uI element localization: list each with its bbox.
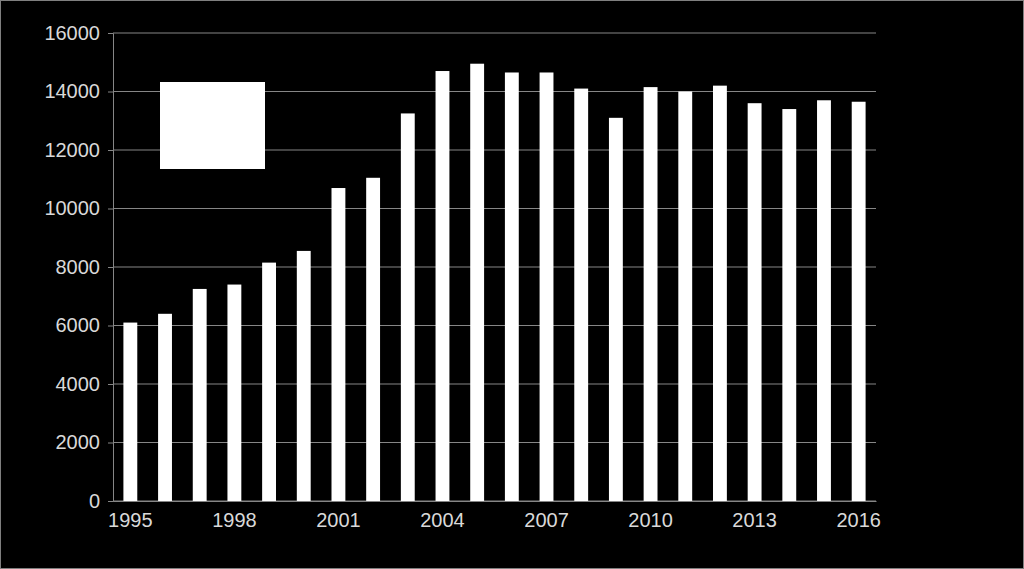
- y-tick-label: 14000: [44, 80, 100, 102]
- bar: [470, 64, 484, 501]
- y-tick-label: 8000: [56, 256, 101, 278]
- y-tick-mark: [108, 443, 113, 444]
- bar: [401, 113, 415, 501]
- bar: [158, 314, 172, 501]
- y-tick-label: 2000: [56, 431, 101, 453]
- y-axis: 0 2000 4000 6000 8000 10000 12000 14000 16000: [44, 22, 113, 512]
- y-tick: 12000: [44, 139, 113, 161]
- y-tick-mark: [108, 150, 113, 151]
- bar: [609, 118, 623, 501]
- chart: 0 2000 4000 6000 8000 10000 12000 14000 16000 199…: [0, 0, 1024, 569]
- y-tick-label: 4000: [56, 373, 101, 395]
- bar: [782, 109, 796, 501]
- grid: [113, 33, 876, 501]
- bars: [123, 64, 865, 501]
- y-tick: 16000: [44, 22, 113, 44]
- bar: [713, 86, 727, 501]
- bar: [262, 263, 276, 501]
- bar: [123, 323, 137, 501]
- bar: [817, 100, 831, 501]
- x-tick-label: 2010: [628, 509, 673, 531]
- bar: [574, 89, 588, 501]
- x-tick: 2004: [420, 509, 465, 531]
- bar: [297, 251, 311, 501]
- y-tick-mark: [108, 92, 113, 93]
- y-tick-mark: [108, 209, 113, 210]
- bar: [227, 285, 241, 501]
- y-tick: 4000: [56, 373, 114, 395]
- x-tick-label: 2007: [524, 509, 569, 531]
- x-tick-label: 2016: [836, 509, 881, 531]
- bar: [678, 92, 692, 502]
- y-tick: 2000: [56, 431, 114, 453]
- bar: [748, 103, 762, 501]
- y-tick-label: 10000: [44, 197, 100, 219]
- y-tick: 14000: [44, 80, 113, 102]
- grid-line: [113, 33, 876, 34]
- y-tick: 6000: [56, 314, 114, 336]
- blank-box: [160, 82, 265, 169]
- x-tick: 2007: [524, 509, 569, 531]
- y-tick-mark: [108, 384, 113, 385]
- x-tick-label: 2004: [420, 509, 465, 531]
- background: [1, 1, 1024, 569]
- y-axis-line: [108, 34, 114, 502]
- plot: 0 2000 4000 6000 8000 10000 12000 14000 16000 199…: [44, 22, 881, 531]
- x-tick-label: 1995: [108, 509, 153, 531]
- x-tick: 2016: [836, 509, 881, 531]
- bar: [331, 188, 345, 501]
- x-tick: 1995: [108, 509, 153, 531]
- x-tick: 1998: [212, 509, 257, 531]
- bar: [366, 178, 380, 501]
- x-tick-label: 2001: [316, 509, 361, 531]
- bar: [436, 71, 450, 501]
- y-tick-mark: [108, 326, 113, 327]
- x-axis: 1995 1998 2001 2004 2007 2010 2013 2016: [108, 502, 881, 532]
- y-tick-label: 6000: [56, 314, 101, 336]
- y-tick: 8000: [56, 256, 114, 278]
- bar: [505, 72, 519, 501]
- y-tick-label: 16000: [44, 22, 100, 44]
- bar: [540, 72, 554, 501]
- y-tick-mark: [108, 501, 113, 502]
- x-tick-label: 2013: [732, 509, 777, 531]
- x-tick-label: 1998: [212, 509, 257, 531]
- y-tick-mark: [108, 267, 113, 268]
- y-tick-mark: [108, 33, 113, 34]
- y-tick: 10000: [44, 197, 113, 219]
- x-tick: 2010: [628, 509, 673, 531]
- bar: [644, 87, 658, 501]
- x-tick: 2013: [732, 509, 777, 531]
- y-tick-label: 0: [89, 490, 100, 512]
- bar: [193, 289, 207, 501]
- x-axis-line: [114, 501, 877, 502]
- x-tick: 2001: [316, 509, 361, 531]
- y-tick-label: 12000: [44, 139, 100, 161]
- bar: [852, 102, 866, 501]
